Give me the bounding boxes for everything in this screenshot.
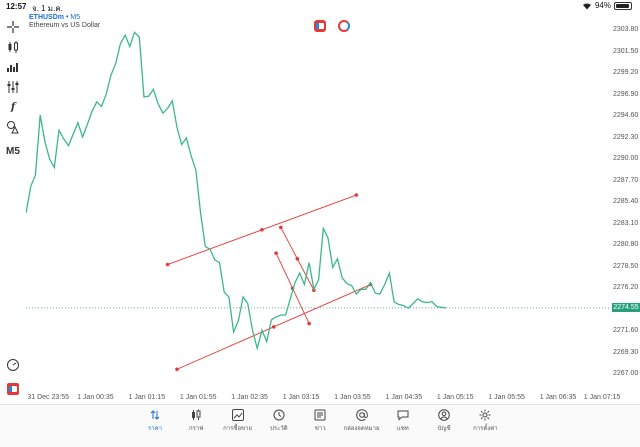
trendline-1-handle-1[interactable] [165,262,170,267]
trendline-3-handle-1[interactable] [279,225,283,230]
tab-mail[interactable]: กล่องจดหมาย [340,409,384,439]
function-tool-icon[interactable]: f [10,101,16,113]
price-tick-label: 2303.80 [613,26,639,33]
time-tick-label: 1 Jan 03:55 [334,394,371,401]
time-tick-label: 1 Jan 04:35 [385,394,423,401]
tab-arrows-updown[interactable]: ราคา [133,409,177,439]
time-tick-label: 1 Jan 00:35 [77,394,114,401]
market-status-icon[interactable] [338,20,350,32]
price-tick-label: 2271.60 [613,327,639,334]
time-tick-label: 1 Jan 06:35 [539,394,577,401]
tab-candles[interactable]: กราฟ [174,409,218,439]
tab-history[interactable]: ประวัติ [257,409,301,439]
price-tick-label: 2290.00 [613,155,639,162]
trendlines[interactable] [165,193,373,372]
symbol-timeframe: M5 [70,14,81,21]
price-tick-label: 2276.20 [613,284,639,291]
speed-gauge-icon[interactable] [3,356,23,374]
time-axis[interactable]: 31 Dec 23:55 1 Jan 00:35 1 Jan 01:15 1 Jan … [26,394,620,404]
gear-icon [479,409,491,421]
status-right: 94% [582,1,632,10]
candles-icon [192,409,201,420]
trade-widget-icon[interactable] [3,380,23,398]
time-tick-label: 1 Jan 05:55 [488,394,525,401]
history-icon [273,409,285,421]
mail-icon [355,409,368,421]
price-tick-label: 2267.00 [613,370,639,377]
tab-label: การซื้อขาย [223,426,253,432]
tab-label: ราคา [148,426,162,432]
account-icon [438,409,450,421]
indicators-tool-icon[interactable] [3,78,23,96]
price-series-line [26,31,447,351]
time-tick-label: 1 Jan 03:15 [282,394,320,401]
timeframe-label: M5 [6,145,20,157]
tab-label: กล่องจดหมาย [343,426,380,432]
trendline-1-handle-2[interactable] [260,227,264,232]
trendline-3-handle-2[interactable] [295,257,300,261]
tab-gear[interactable]: การตั้งค่า [463,409,507,439]
time-tick-label: 1 Jan 01:15 [128,394,166,401]
candles-tool-icon[interactable] [3,38,23,56]
objects-tool-icon[interactable] [3,118,23,136]
trendline-1-handle-3[interactable] [354,193,359,197]
price-tick-label: 2269.30 [613,348,639,356]
battery-icon [614,1,632,10]
wifi-icon [582,2,591,10]
tab-label: การตั้งค่า [473,426,498,432]
tab-label: แชท [396,426,409,432]
chart-widgets [314,20,350,32]
price-tick-label: 2299.20 [613,69,639,76]
time-tick-label: 1 Jan 07:15 [583,394,621,401]
symbol-line[interactable]: ETHUSDm • M5 [29,14,81,21]
bottom-tab-bar: ราคา กราฟ การซื้อขาย ประวัติ ข่าว กล่องจดหมาย… [0,404,640,447]
price-tick-label: 2280.80 [613,241,639,248]
price-axis[interactable]: 2303.80 2301.50 2299.20 2296.90 2294.60 2292.… [610,14,640,402]
status-time: 12:57 [6,2,27,11]
tab-chart[interactable]: การซื้อขาย [216,409,260,439]
price-tick-label: 2294.60 [613,112,639,119]
one-click-trading-icon[interactable] [314,20,326,32]
tab-label: บัญชี [437,426,451,432]
price-tick-label: 2285.40 [613,198,639,205]
price-tick-label: 2287.70 [613,176,639,184]
price-tick-label: 2283.10 [613,219,639,227]
chat-icon [397,410,409,421]
trendline-2-handle-1[interactable] [175,367,179,372]
price-tick-label: 2292.30 [613,133,639,141]
trendline-2-handle-2[interactable] [271,325,276,329]
time-tick-label: 1 Jan 05:15 [436,394,474,401]
time-tick-label: 31 Dec 23:55 [27,394,69,401]
battery-percent: 94% [594,1,611,10]
tab-label: ข่าว [314,426,326,432]
trendline-4-handle-3[interactable] [307,321,311,326]
current-price-badge: 2274.55 [612,303,640,313]
status-bar: 12:57 จ. 1 ม.ค. 94% [0,0,640,14]
symbol-name: ETHUSDm [29,14,65,21]
arrows-updown-icon [150,410,160,420]
price-chart[interactable] [26,14,610,394]
status-date: จ. 1 ม.ค. [32,4,63,13]
crosshair-tool-icon[interactable] [3,18,23,36]
time-tick-label: 1 Jan 01:55 [179,394,217,401]
news-icon [314,409,326,421]
chart-icon [231,409,244,421]
timeframe-button[interactable]: M5 [3,142,23,160]
price-tick-label: 2301.50 [613,47,639,55]
price-tick-label: 2296.90 [613,90,639,98]
tab-label: ประวัติ [270,426,288,432]
trendline-4-handle-1[interactable] [274,251,278,255]
time-tick-label: 1 Jan 02:35 [231,394,268,401]
tab-chat[interactable]: แชท [381,409,425,439]
chart-header: ETHUSDm • M5 Ethereum vs US Dollar [29,14,100,29]
bar-chart-tool-icon[interactable] [3,58,23,76]
symbol-description: Ethereum vs US Dollar [29,22,101,29]
tab-account[interactable]: บัญชี [422,409,466,439]
tab-label: กราฟ [189,426,204,432]
left-toolbar: f M5 [0,14,26,402]
price-tick-label: 2278.50 [613,262,639,270]
tab-news[interactable]: ข่าว [298,409,342,439]
